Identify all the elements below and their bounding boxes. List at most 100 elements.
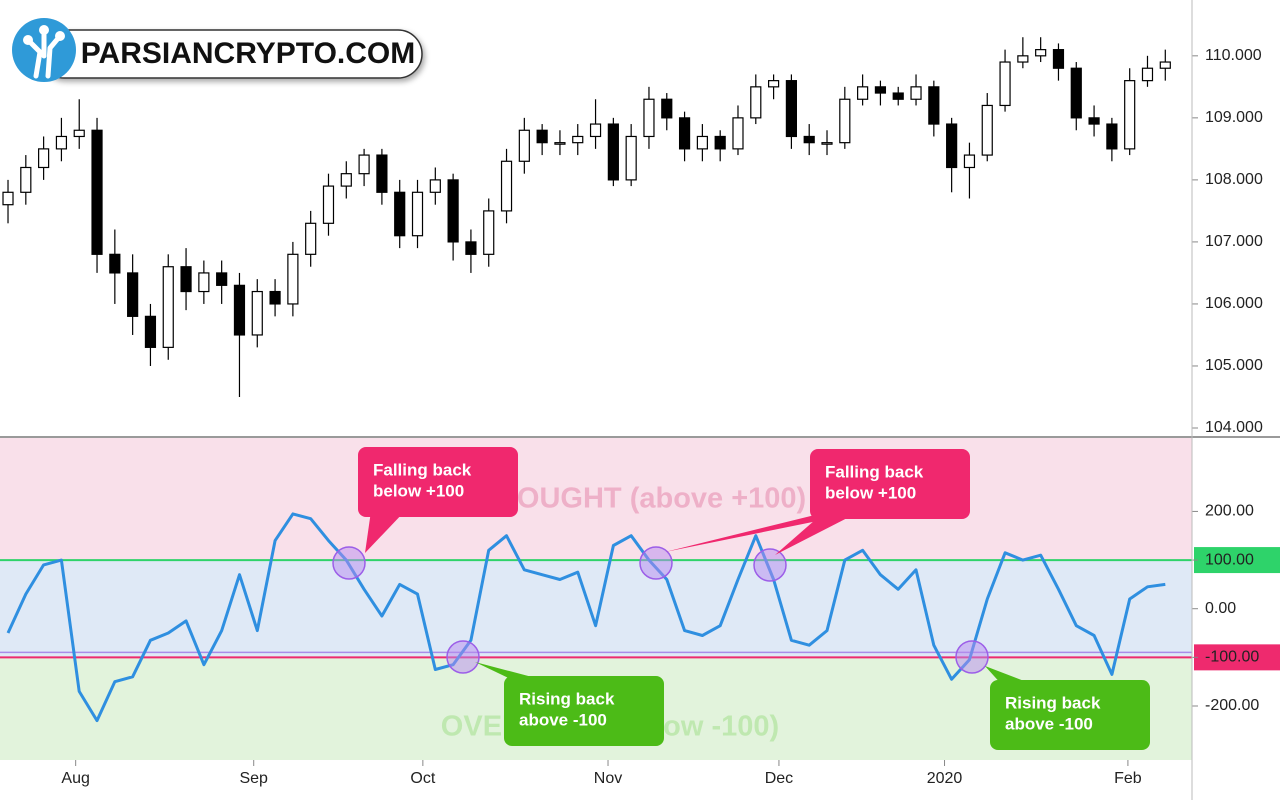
x-tick-label: Oct <box>410 770 435 787</box>
candle-body <box>589 123 602 138</box>
candle-body <box>661 98 673 119</box>
candle-body <box>127 272 139 317</box>
candle-body <box>946 123 958 169</box>
y-tick-label: -200.00 <box>1205 697 1259 714</box>
candle-body <box>1106 123 1118 150</box>
highlight-circle <box>639 546 673 580</box>
y-tick-label: -100.00 <box>1205 649 1259 666</box>
candle-body <box>518 129 530 162</box>
highlight-circle <box>332 546 366 580</box>
candle-body <box>732 117 744 150</box>
callout: Rising back above -100 <box>985 666 1150 750</box>
callout-text: above -100 <box>1005 714 1093 733</box>
logo-text: PARSIANCRYPTO.COM <box>81 37 415 70</box>
candle-body <box>305 222 317 255</box>
callout-pointer <box>365 511 405 553</box>
callout-box <box>990 680 1150 750</box>
logo-dot <box>23 35 33 45</box>
candle-body <box>429 179 441 193</box>
callout-pointer <box>775 513 857 555</box>
callout-text: Rising back <box>519 689 615 708</box>
candle-body <box>55 135 68 150</box>
candle-body <box>892 92 904 100</box>
candle-body <box>91 129 103 255</box>
plot: 104.000 105.000 106.000 107.000 108.000 109.0… <box>0 37 1280 787</box>
candle-body <box>1159 61 1171 69</box>
highlight-circle <box>955 640 989 674</box>
candle-body <box>1141 67 1154 82</box>
y-tick-label: 110.000 <box>1205 47 1262 64</box>
candle-body <box>20 166 32 193</box>
candle-body <box>447 179 459 243</box>
y-tick-label: 104.000 <box>1205 419 1263 436</box>
candle-body <box>607 123 619 181</box>
callout-text: above -100 <box>519 710 607 729</box>
candle-body <box>928 86 940 125</box>
callouts: Falling back below +100 Falling back below … <box>358 447 1150 750</box>
logo-dot <box>55 31 65 41</box>
y-tick-label: 106.000 <box>1205 295 1263 312</box>
candle-body <box>999 61 1011 107</box>
y-tick-label: 100.00 <box>1205 551 1254 568</box>
candle-body <box>839 98 851 144</box>
x-tick-label: Sep <box>239 770 268 787</box>
candle-body <box>287 253 299 305</box>
candle-body <box>251 290 263 336</box>
candle-body <box>678 117 691 150</box>
candle-body <box>358 154 370 175</box>
logo-tree <box>25 27 63 79</box>
y-tick-label: 108.000 <box>1205 171 1263 188</box>
candle-body <box>180 266 192 293</box>
candle-body <box>1124 80 1136 150</box>
candle-body <box>1052 49 1065 69</box>
x-tick-label: 2020 <box>927 770 963 787</box>
candle-body <box>233 284 246 336</box>
callout-text: below +100 <box>373 481 464 500</box>
y-tick-label: 200.00 <box>1205 503 1254 520</box>
candle-body <box>554 142 566 145</box>
candle-body <box>340 173 352 187</box>
candle-body <box>572 135 584 144</box>
candle-body <box>216 272 228 286</box>
x-tick-label: Feb <box>1114 770 1142 787</box>
x-tick-label: Aug <box>61 770 89 787</box>
zone <box>0 560 1192 658</box>
y-tick-highlight <box>1194 644 1280 671</box>
callout-box <box>810 449 970 519</box>
candle-body <box>376 154 388 193</box>
callout-text: below +100 <box>825 483 916 502</box>
candle-body <box>821 142 833 145</box>
candle-body <box>874 86 887 94</box>
highlights <box>332 546 989 674</box>
candle-body <box>109 253 121 274</box>
callout: Falling back below +100 <box>358 447 518 553</box>
callout-text: Falling back <box>373 460 472 479</box>
candle-body <box>767 80 780 88</box>
candle-body <box>750 86 762 119</box>
logo: PARSIANCRYPTO.COM <box>12 18 423 82</box>
candle-body <box>38 148 50 169</box>
candle-body <box>536 129 548 144</box>
candle-body <box>625 135 637 181</box>
callout: Rising back above -100 <box>475 662 664 746</box>
candle-body <box>483 210 495 255</box>
candle-body <box>394 191 406 237</box>
y-tick-label: 0.00 <box>1205 600 1236 617</box>
y-tick-label: 109.000 <box>1205 109 1263 126</box>
candle-body <box>73 129 85 138</box>
candle-body <box>803 135 815 144</box>
candle-body <box>322 185 335 224</box>
candle-body <box>411 191 424 237</box>
callout-text: Falling back <box>825 462 924 481</box>
candle-body <box>2 191 14 206</box>
callout-text: Rising back <box>1005 693 1101 712</box>
logo-dot <box>39 25 49 35</box>
highlight-circle <box>753 548 787 582</box>
candle-body <box>696 135 708 150</box>
candle-body <box>1035 49 1047 57</box>
candle-body <box>1088 117 1100 125</box>
candle-body <box>857 86 869 100</box>
y-tick-label: 107.000 <box>1205 233 1263 250</box>
y-tick-label: 105.000 <box>1205 357 1263 374</box>
